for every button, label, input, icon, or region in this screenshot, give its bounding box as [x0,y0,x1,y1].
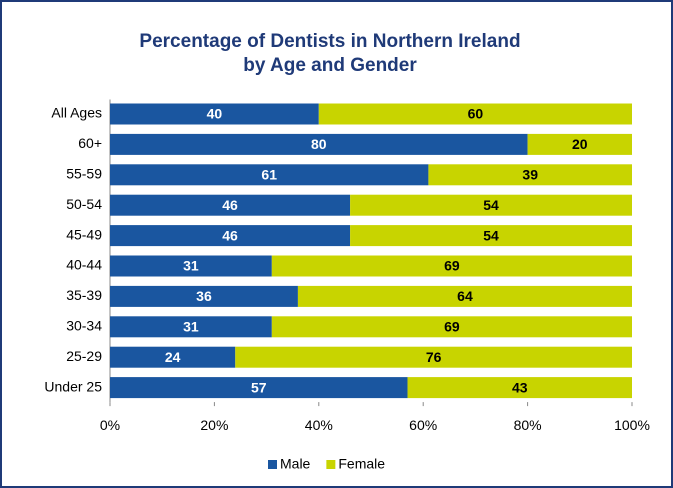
data-label: 64 [457,288,473,304]
chart-title: by Age and Gender [243,55,417,76]
bar-segment [110,255,272,277]
chart-title: Percentage of Dentists in Northern Irela… [139,31,520,52]
bar-segment [110,103,319,125]
x-tick-label: 100% [614,417,650,433]
data-label: 40 [207,106,223,122]
data-label: 61 [261,167,277,183]
x-tick-label: 20% [200,417,228,433]
y-tick-label: 60+ [78,135,102,151]
y-tick-label: 50-54 [66,196,102,212]
x-tick-label: 40% [305,417,333,433]
bar-segment [428,164,632,186]
legend-label: Male [280,456,311,472]
x-tick-label: 60% [409,417,437,433]
bar-segment [110,133,528,155]
bar-segment [235,346,632,368]
data-label: 54 [483,197,499,213]
bar-segment [407,377,632,399]
bar-segment [318,103,632,125]
data-label: 20 [572,136,588,152]
bar-segment [110,346,236,368]
y-tick-label: 45-49 [66,226,102,242]
bar-segment [527,133,632,155]
data-label: 43 [512,379,528,395]
x-tick-label: 0% [100,417,120,433]
data-label: 36 [196,288,212,304]
data-label: 57 [251,379,267,395]
y-tick-label: 35-39 [66,287,102,303]
data-label: 76 [426,349,442,365]
legend-swatch [268,460,277,469]
data-label: 24 [165,349,181,365]
x-tick-label: 80% [514,417,542,433]
bar-segment [110,194,351,216]
data-label: 60 [468,106,484,122]
bar-segment [297,285,632,307]
legend-label: Female [338,456,385,472]
bar-segment [110,164,429,186]
bar-segment [110,225,351,247]
bar-segment [350,194,632,216]
y-tick-label: All Ages [51,105,102,121]
data-label: 31 [183,319,199,335]
y-tick-label: 25-29 [66,348,102,364]
data-label: 69 [444,258,460,274]
bar-segment [271,316,632,338]
y-tick-label: Under 25 [44,378,102,394]
bar-segment [110,285,298,307]
data-label: 54 [483,227,499,243]
bar-segment [350,225,632,247]
data-label: 31 [183,258,199,274]
data-label: 46 [222,197,238,213]
bar-segment [110,316,272,338]
y-tick-label: 40-44 [66,257,102,273]
bar-segment [271,255,632,277]
data-label: 69 [444,319,460,335]
data-label: 39 [522,167,538,183]
y-tick-label: 30-34 [66,318,102,334]
data-label: 80 [311,136,327,152]
legend-swatch [326,460,336,469]
data-label: 46 [222,227,238,243]
bar-segment [110,377,408,399]
y-tick-label: 55-59 [66,166,102,182]
